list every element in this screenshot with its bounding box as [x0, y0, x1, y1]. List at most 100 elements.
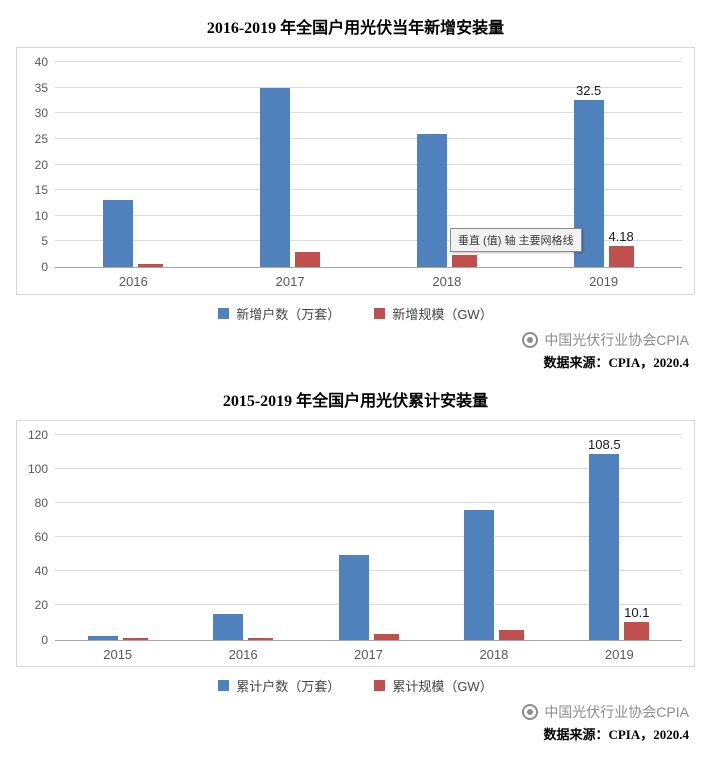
- legend-swatch: [374, 307, 386, 319]
- bar[interactable]: [213, 613, 244, 640]
- x-tick-label: 2016: [118, 274, 148, 289]
- y-tick-label: 5: [41, 234, 48, 249]
- watermark-text: 中国光伏行业协会CPIA: [544, 704, 689, 721]
- x-axis-labels: 2015 2016 2017 2018 2019: [55, 641, 682, 665]
- legend-label: 新增户数（万套）: [236, 306, 341, 322]
- gridline: [55, 189, 682, 191]
- gridline: [55, 137, 682, 139]
- legend-item[interactable]: 新增户数（万套）: [218, 304, 340, 323]
- data-label: 4.18: [608, 228, 634, 244]
- bar-group: [369, 62, 526, 267]
- legend-item[interactable]: 累计户数（万套）: [218, 676, 340, 695]
- bar[interactable]: [373, 633, 399, 640]
- y-tick-label: 10: [34, 208, 48, 223]
- y-tick-label: 20: [34, 157, 48, 172]
- chart-cumulative-installs: 2015-2019 年全国户用光伏累计安装量 0 20 40 60 80 100 120 1…: [16, 387, 695, 744]
- y-axis-labels: 0 5 10 15 20 25 30 35 40: [23, 56, 55, 273]
- chart-title[interactable]: 2016-2019 年全国户用光伏当年新增安装量: [206, 20, 505, 37]
- bar-groups: 108.5 10.1: [55, 435, 682, 640]
- legend-swatch: [218, 680, 230, 692]
- bar[interactable]: [248, 637, 274, 640]
- bar[interactable]: [463, 509, 494, 640]
- gridline: [55, 214, 682, 216]
- x-tick-label: 2018: [432, 274, 462, 289]
- gridline: [55, 501, 682, 503]
- x-tick-label: 2019: [604, 646, 634, 662]
- bar[interactable]: [122, 637, 148, 640]
- data-label: 108.5: [588, 437, 621, 453]
- y-tick-label: 40: [34, 55, 48, 69]
- chart-frame[interactable]: 0 5 10 15 20 25 30 35 40 32.5 4.18 垂直 (值) 轴 主要网格线…: [16, 47, 695, 295]
- plot-area[interactable]: 32.5 4.18 垂直 (值) 轴 主要网格线: [55, 61, 682, 268]
- x-axis-labels: 2016 2017 2018 2019: [55, 268, 682, 292]
- chart-frame[interactable]: 0 20 40 60 80 100 120 108.5 10.1 2015 2016 2017 20…: [16, 419, 695, 668]
- bar[interactable]: [338, 555, 369, 640]
- x-tick-label: 2017: [354, 646, 383, 662]
- watermark-row: 中国光伏行业协会CPIA: [16, 702, 695, 722]
- x-tick-label: 2019: [589, 274, 619, 289]
- bar-group: [55, 62, 212, 267]
- bar[interactable]: [498, 630, 524, 640]
- bar[interactable]: [416, 133, 447, 267]
- gridline: [55, 536, 682, 538]
- y-tick-label: 40: [34, 564, 48, 579]
- bar[interactable]: 4.18: [608, 230, 634, 267]
- y-tick-label: 35: [34, 80, 48, 95]
- bar-group: [180, 435, 305, 640]
- bar[interactable]: [260, 87, 291, 267]
- bar-group: 108.5 10.1: [557, 435, 682, 640]
- legend-label: 新增规模（GW）: [392, 306, 493, 322]
- bar[interactable]: [87, 636, 118, 640]
- bar-group: [306, 435, 431, 640]
- gridline: [55, 86, 682, 88]
- cpia-logo-icon: [522, 331, 539, 348]
- x-tick-label: 2018: [479, 646, 509, 662]
- gridline: [55, 163, 682, 165]
- bar-group: [55, 435, 180, 640]
- y-tick-label: 60: [34, 530, 48, 545]
- data-label: 32.5: [575, 83, 602, 99]
- watermark-row: 中国光伏行业协会CPIA: [16, 330, 695, 350]
- y-axis-labels: 0 20 40 60 80 100 120: [23, 429, 55, 646]
- bar[interactable]: [451, 255, 477, 267]
- data-source-note: 数据来源：CPIA，2020.4: [543, 727, 689, 743]
- y-tick-label: 80: [34, 495, 48, 510]
- legend-item[interactable]: 新增规模（GW）: [374, 304, 493, 323]
- gridline: [55, 61, 682, 62]
- bar[interactable]: 108.5: [588, 438, 621, 640]
- bar-group: [431, 435, 556, 640]
- legend-label: 累计户数（万套）: [236, 679, 341, 695]
- bar[interactable]: [138, 264, 164, 267]
- legend-item[interactable]: 累计规模（GW）: [374, 676, 493, 695]
- bar[interactable]: [295, 251, 321, 267]
- watermark-text: 中国光伏行业协会CPIA: [544, 331, 689, 348]
- x-tick-label: 2017: [275, 274, 305, 289]
- x-tick-label: 2016: [228, 646, 258, 662]
- y-tick-label: 30: [34, 106, 48, 121]
- chart-title[interactable]: 2015-2019 年全国户用光伏累计安装量: [222, 392, 489, 410]
- legend: 新增户数（万套） 新增规模（GW）: [16, 304, 695, 323]
- y-tick-label: 100: [27, 461, 48, 476]
- y-tick-label: 0: [41, 632, 48, 647]
- y-tick-label: 0: [41, 260, 48, 274]
- plot: 0 5 10 15 20 25 30 35 40 32.5 4.18 垂直 (值) 轴 主要网格线: [23, 56, 682, 273]
- cpia-logo-icon: [522, 704, 539, 721]
- gridline-tooltip: 垂直 (值) 轴 主要网格线: [450, 228, 582, 252]
- legend: 累计户数（万套） 累计规模（GW）: [16, 676, 695, 695]
- gridline: [55, 112, 682, 114]
- data-source-note: 数据来源：CPIA，2020.4: [543, 354, 689, 370]
- legend-swatch: [218, 307, 230, 319]
- bar[interactable]: 10.1: [624, 606, 649, 640]
- bar[interactable]: [103, 200, 134, 267]
- gridline: [55, 433, 682, 435]
- gridline: [55, 467, 682, 469]
- plot: 0 20 40 60 80 100 120 108.5 10.1: [23, 429, 682, 646]
- x-tick-label: 2015: [103, 646, 133, 662]
- y-tick-label: 20: [34, 598, 48, 613]
- legend-label: 累计规模（GW）: [392, 679, 493, 695]
- plot-area[interactable]: 108.5 10.1: [55, 433, 682, 641]
- bar-group: [212, 62, 369, 267]
- bar-groups: 32.5 4.18: [55, 62, 682, 267]
- y-tick-label: 120: [27, 427, 48, 442]
